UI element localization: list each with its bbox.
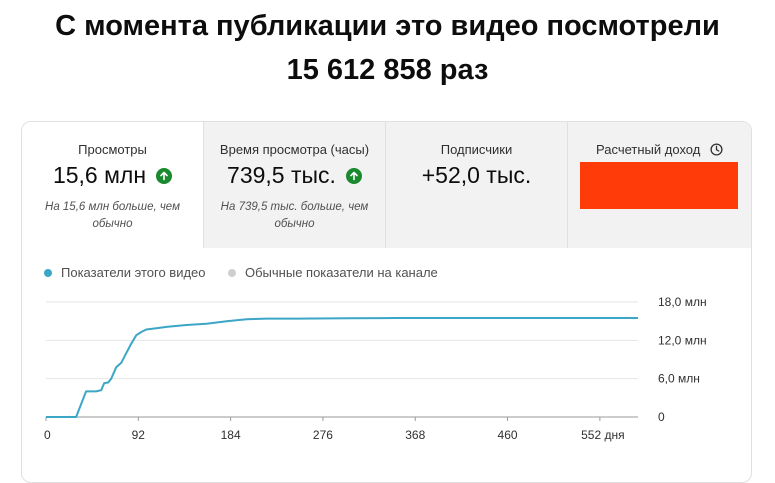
x-tick-label: 368 [405,428,425,442]
tab-revenue-label: Расчетный доход [596,142,701,157]
views-line-chart[interactable]: 0 6,0 млн 12,0 млн 18,0 млн 0 92 184 276 368 460… [22,122,751,482]
x-tick-label: 460 [498,428,518,442]
headline-total-views: 15 612 858 раз [286,54,489,86]
y-tick-label: 0 [658,410,665,424]
y-tick-label: 12,0 млн [658,333,707,347]
tab-views[interactable]: Просмотры 15,6 млн На 15,6 млн больше, ч… [22,122,204,248]
y-tick-label: 6,0 млн [658,372,700,386]
x-tick-label: 0 [44,428,51,442]
analytics-card: Просмотры 15,6 млн На 15,6 млн больше, ч… [21,121,752,483]
metric-tabs: Просмотры 15,6 млн На 15,6 млн больше, ч… [22,122,751,248]
tab-views-note: На 15,6 млн больше, чем обычно [45,201,180,230]
tab-subscribers[interactable]: Подписчики +52,0 тыс. [386,122,568,248]
tab-views-label: Просмотры [78,142,147,157]
tab-watch-time-note: На 739,5 тыс. больше, чем обычно [220,201,369,230]
legend-label-typical: Обычные показатели на канале [245,265,438,280]
series-line-this-video [46,317,638,418]
chart-series [46,317,638,418]
tab-watch-time-value-row: 739,5 тыс. [204,162,385,189]
tab-watch-time-value: 739,5 тыс. [227,162,336,188]
headline-line-1: С момента публикации это видео посмотрел… [55,10,720,42]
y-tick-label: 18,0 млн [658,295,707,309]
chart-x-tick-labels: 0 92 184 276 368 460 552 дня [44,428,625,442]
tab-watch-time-label: Время просмотра (часы) [219,142,370,157]
legend-item-this-video[interactable]: Показатели этого видео [44,265,206,280]
tab-subscribers-value-row: +52,0 тыс. [386,162,567,189]
redacted-revenue-value [580,162,738,209]
x-tick-label: 276 [313,428,333,442]
arrow-up-circle-icon [156,167,173,184]
tab-subscribers-label: Подписчики [440,142,513,157]
tab-watch-time[interactable]: Время просмотра (часы) 739,5 тыс. На 739… [204,122,386,248]
legend-dot-typical [228,268,236,277]
arrow-up-circle-icon [345,167,362,184]
legend-item-typical[interactable]: Обычные показатели на канале [228,265,438,280]
tab-views-value: 15,6 млн [52,162,147,188]
clock-icon[interactable] [710,143,723,159]
page-headline: С момента публикации это видео посмотрел… [0,4,775,92]
tab-revenue-label-row: Расчетный доход [568,142,751,159]
x-tick-label: 184 [221,428,241,442]
x-tick-label: 552 дня [581,428,624,442]
tab-views-value-row: 15,6 млн [22,162,203,189]
tab-subscribers-value: +52,0 тыс. [421,162,532,188]
legend-dot-this-video [44,268,52,277]
x-tick-label: 92 [132,428,146,442]
chart-grid [45,301,638,421]
chart-y-tick-labels: 0 6,0 млн 12,0 млн 18,0 млн [658,295,707,424]
legend-label-this-video: Показатели этого видео [61,265,206,280]
tab-revenue[interactable]: Расчетный доход [568,122,751,248]
